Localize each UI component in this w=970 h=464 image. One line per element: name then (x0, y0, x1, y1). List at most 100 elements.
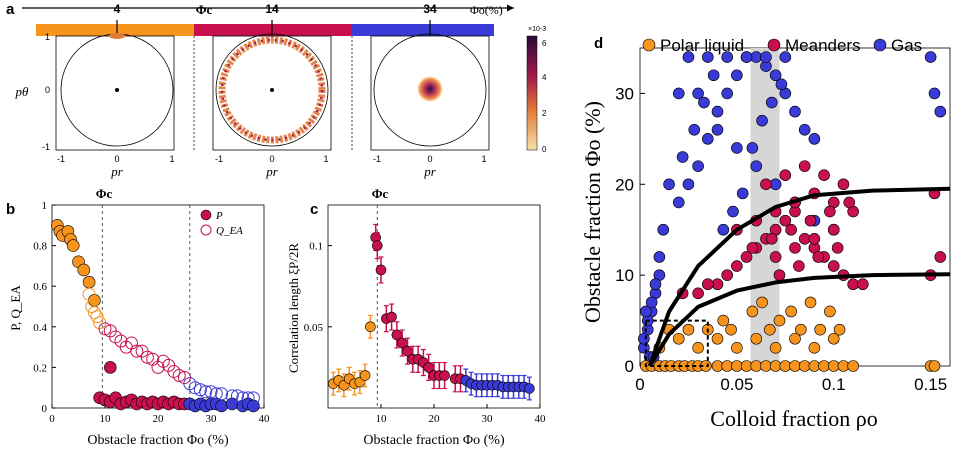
y-tick-label: 0.05 (304, 322, 324, 334)
xlabel-b: Obstacle fraction Φo (%) (87, 433, 229, 448)
data-point (814, 323, 826, 336)
data-point (798, 160, 811, 172)
data-point (773, 269, 786, 281)
data-point (831, 242, 844, 254)
data-point (779, 51, 792, 63)
top-tick-label: 14 (265, 2, 279, 16)
data-point (731, 342, 743, 354)
phi-c-label-c: Φc (372, 186, 389, 201)
data-point (847, 360, 859, 372)
data-point (750, 360, 763, 372)
top-tick-label: 34 (423, 2, 437, 16)
phi-o-label: Φo(%) (470, 3, 503, 17)
data-point (804, 296, 817, 309)
ytick-a: 1 (45, 32, 50, 42)
y-tick-label: 0.4 (33, 322, 47, 334)
x-tick-label: 0.05 (720, 375, 753, 394)
data-point (812, 251, 825, 263)
x-tick-label: 20 (153, 413, 165, 425)
data-point (769, 69, 782, 82)
data-point (82, 275, 96, 289)
xtick-a: 1 (169, 154, 174, 164)
data-point (692, 87, 704, 100)
data-point (676, 151, 689, 163)
y-tick-label: 0.8 (33, 241, 47, 253)
data-point (215, 399, 228, 413)
data-point (702, 133, 714, 145)
y-tick-label: 0 (625, 357, 634, 376)
panel-a: a 4 14 34 Φc Φo(%) (6, 1, 547, 179)
legend-marker-p (200, 209, 212, 221)
data-point (808, 233, 821, 245)
data-point (653, 251, 666, 263)
legend-label-meanders: Meanders (785, 36, 861, 55)
ylabel-b: P, Q_EA (8, 285, 23, 331)
data-point (82, 287, 96, 301)
xtick-a: -1 (373, 154, 381, 164)
data-point (140, 350, 154, 364)
x-tick-label: 0 (635, 375, 644, 394)
legend-marker-gas (873, 38, 887, 52)
data-point (746, 305, 759, 318)
data-point (692, 287, 704, 300)
legend-label-p: P (215, 210, 223, 222)
data-point (857, 278, 869, 291)
data-point (934, 251, 947, 263)
data-point (721, 269, 733, 281)
x-tick-label: 20 (429, 413, 441, 425)
data-point (808, 342, 821, 354)
data-point (750, 332, 763, 345)
xtick-a: 0 (427, 154, 432, 164)
y-tick-label: 0.6 (33, 281, 47, 293)
colorbar-tick: 2 (542, 109, 547, 118)
legend-label-q: Q_EA (216, 225, 243, 237)
xtick-a: -1 (57, 154, 65, 164)
data-point (638, 332, 650, 345)
phase-boundary-curve (647, 186, 951, 367)
data-point (827, 260, 840, 272)
x-tick-label: 40 (259, 413, 271, 425)
data-point (688, 123, 701, 136)
data-point (721, 360, 733, 372)
phi-c-label: Φc (196, 2, 213, 17)
data-point (818, 169, 830, 181)
legend-label-polar: Polar liquid (660, 36, 744, 55)
data-point (640, 305, 652, 318)
data-point (199, 385, 213, 399)
data-point (125, 336, 138, 350)
data-point (682, 178, 695, 191)
data-point (785, 223, 797, 236)
x-tick-label: 0.1 (822, 375, 846, 394)
xlabel-d: Colloid fraction ρo (710, 406, 877, 431)
data-point (692, 160, 704, 172)
data-point (711, 123, 724, 136)
data-point (756, 114, 768, 127)
data-point (928, 87, 941, 100)
xtick-a: 1 (481, 154, 486, 164)
data-point (663, 178, 675, 191)
y-tick-label: 0.1 (309, 241, 323, 253)
data-point (731, 360, 743, 372)
data-point (225, 389, 239, 403)
x-tick-label: 0 (49, 413, 55, 425)
x-tick-label: 10 (376, 413, 388, 425)
x-tick-label: 10 (100, 413, 112, 425)
data-point (731, 142, 743, 154)
data-point (793, 260, 805, 272)
x-tick-label: 0.15 (914, 375, 947, 394)
data-point (779, 214, 792, 227)
data-point (721, 51, 733, 63)
legend-marker-q (200, 224, 212, 236)
y-tick-label: 20 (615, 175, 634, 194)
data-point (750, 160, 763, 172)
bar-gas (352, 24, 494, 36)
phi-c-label-b: Φc (96, 186, 113, 201)
data-point (789, 105, 801, 118)
phase-boundary-curve (647, 272, 951, 368)
data-point (731, 260, 743, 272)
data-point (775, 78, 788, 91)
data-point (711, 332, 724, 345)
data-point (645, 296, 658, 309)
panel-letter-d: d (594, 35, 603, 52)
